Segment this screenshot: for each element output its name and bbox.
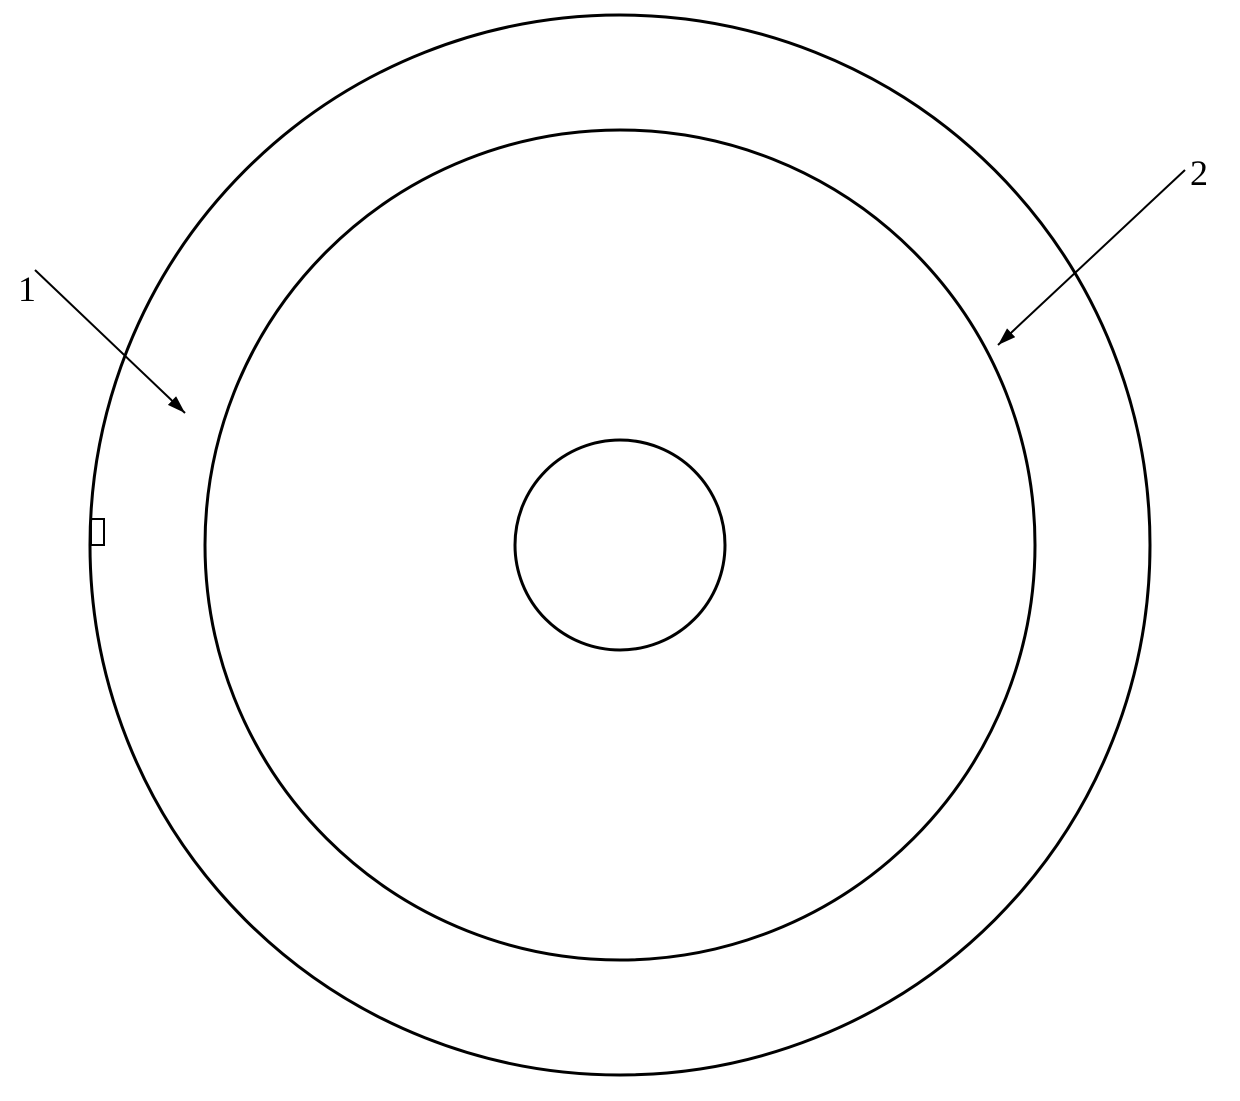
arrows-group xyxy=(35,170,1185,413)
arrow-2 xyxy=(998,170,1185,345)
middle-circle xyxy=(205,130,1035,960)
concentric-circles-diagram xyxy=(0,0,1240,1096)
marker-rect xyxy=(91,519,104,545)
label-2: 2 xyxy=(1190,152,1208,194)
inner-circle xyxy=(515,440,725,650)
label-1: 1 xyxy=(18,268,36,310)
marker-group xyxy=(91,519,104,545)
outer-circle xyxy=(90,15,1150,1075)
diagram-container: 12 xyxy=(0,0,1240,1096)
arrow-1 xyxy=(35,270,185,413)
circles-group xyxy=(90,15,1150,1075)
